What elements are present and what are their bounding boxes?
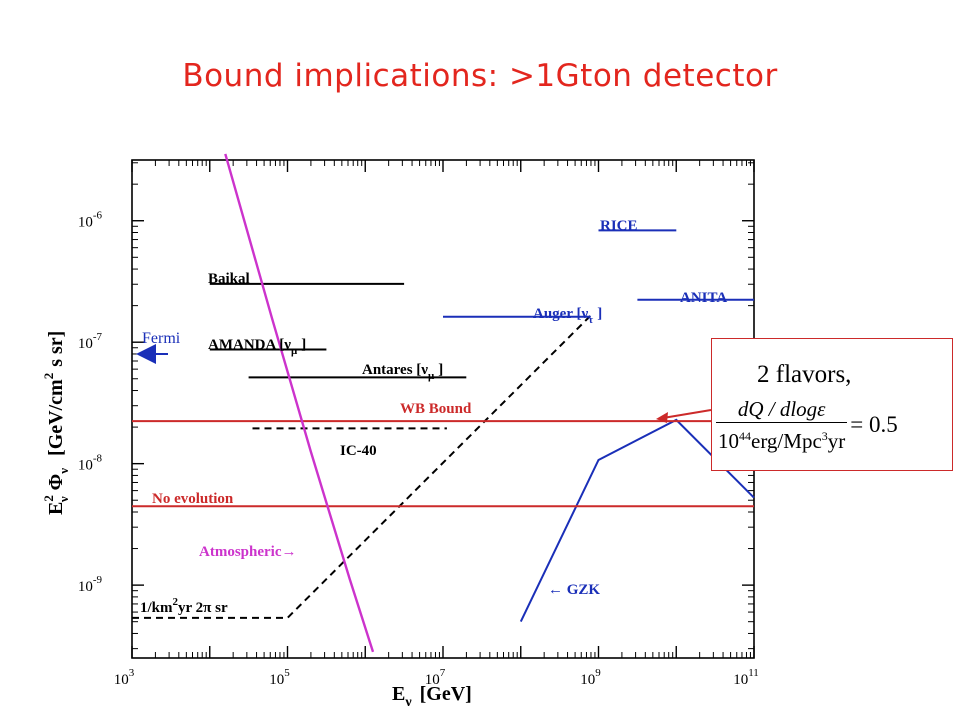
formula-equals: = 0.5 bbox=[850, 412, 898, 437]
inset-pointer-head bbox=[656, 412, 668, 423]
series-label: No evolution bbox=[152, 491, 234, 507]
x-tick-label: 1011 bbox=[733, 667, 759, 688]
series-label: Auger [ντ] bbox=[533, 306, 602, 326]
x-tick-label: 105 bbox=[269, 667, 290, 688]
inset-flavors-text: 2 flavors, bbox=[757, 361, 852, 388]
wb-bound-inset: 2 flavors, dQ / dlogε 1044erg/Mpc3yr = 0… bbox=[711, 338, 953, 471]
series-label: RICE bbox=[600, 218, 638, 234]
y-tick-label: 10-8 bbox=[78, 453, 103, 474]
series-label: ANITA bbox=[680, 290, 727, 306]
formula-denominator: 1044erg/Mpc3yr bbox=[718, 429, 846, 453]
y-tick-label: 10-6 bbox=[78, 210, 103, 231]
y-axis-label: E2νΦν[GeV/cm2s sr] bbox=[41, 331, 71, 515]
series-line-4 bbox=[132, 314, 592, 619]
series-label: WB Bound bbox=[400, 401, 472, 417]
y-tick-label: 10-9 bbox=[78, 574, 103, 595]
inset-pointer-arrow bbox=[662, 409, 712, 419]
fermi-label: Fermi bbox=[142, 330, 181, 347]
series-label: 1/km2yr 2π sr bbox=[140, 596, 228, 616]
series-label: Antares [νμ] bbox=[362, 362, 443, 382]
series-label: Baikal bbox=[208, 271, 250, 287]
x-tick-label: 103 bbox=[114, 667, 135, 688]
labels-layer: Baikal AMANDA [νμ] Antares [νμ] IC-40 1/km2y… bbox=[41, 218, 727, 710]
series-line-11 bbox=[224, 153, 375, 653]
formula-numerator: dQ / dlogε bbox=[716, 396, 848, 423]
series-label: AMANDA [νμ] bbox=[208, 337, 306, 357]
series-label: IC-40 bbox=[340, 443, 377, 459]
x-tick-label: 109 bbox=[580, 667, 601, 688]
series-label: ← GZK bbox=[548, 582, 600, 598]
x-axis-label: Eν [GeV] bbox=[392, 683, 472, 710]
y-tick-label: 10-7 bbox=[78, 331, 103, 352]
series-label: Atmospheric→ bbox=[199, 544, 297, 560]
series-layer bbox=[132, 153, 755, 653]
inset-formula: dQ / dlogε 1044erg/Mpc3yr = 0.5 bbox=[716, 396, 950, 454]
slide-title: Bound implications: >1Gton detector bbox=[182, 58, 778, 94]
